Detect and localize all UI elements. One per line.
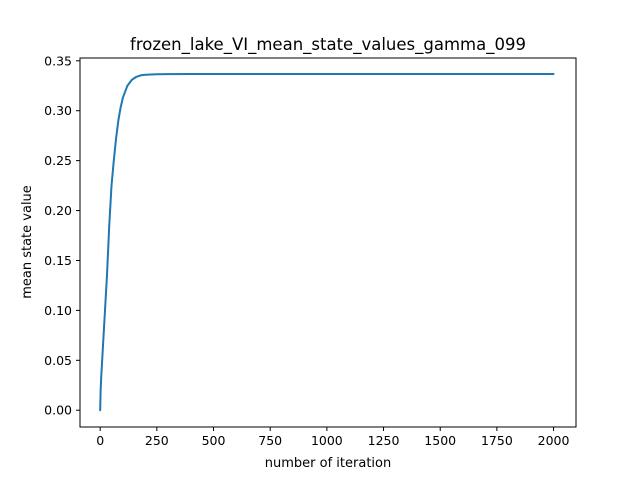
x-tick-label: 500 [202,433,226,448]
series-line [99,72,555,412]
y-axis-label: mean state value [20,185,35,299]
x-tick-label: 1500 [424,433,456,448]
y-tick-label: 0.15 [44,253,72,268]
x-tick-label: 2000 [538,433,570,448]
x-tick-label: 0 [96,433,104,448]
y-tick-label: 0.30 [44,103,72,118]
x-tick-label: 1250 [368,433,400,448]
y-tick-label: 0.10 [44,303,72,318]
x-tick-label: 1000 [311,433,343,448]
y-axis-ticks: 0.00 0.05 0.10 0.15 0.20 0.25 0.30 0.35 [44,53,80,418]
y-tick-label: 0.05 [44,353,72,368]
chart-title: frozen_lake_VI_mean_state_values_gamma_0… [130,35,526,55]
x-tick-label: 250 [145,433,169,448]
plot-area [79,57,577,428]
x-tick-label: 1750 [481,433,513,448]
y-tick-label: 0.35 [44,53,72,68]
y-tick-label: 0.00 [44,403,72,418]
x-tick-label: 750 [258,433,282,448]
y-tick-label: 0.25 [44,153,72,168]
plot-frame [79,57,577,428]
y-tick-label: 0.20 [44,203,72,218]
x-axis-ticks: 0 250 500 750 1000 1250 1500 1750 2000 [96,427,570,448]
x-axis-label: number of iteration [265,456,391,471]
